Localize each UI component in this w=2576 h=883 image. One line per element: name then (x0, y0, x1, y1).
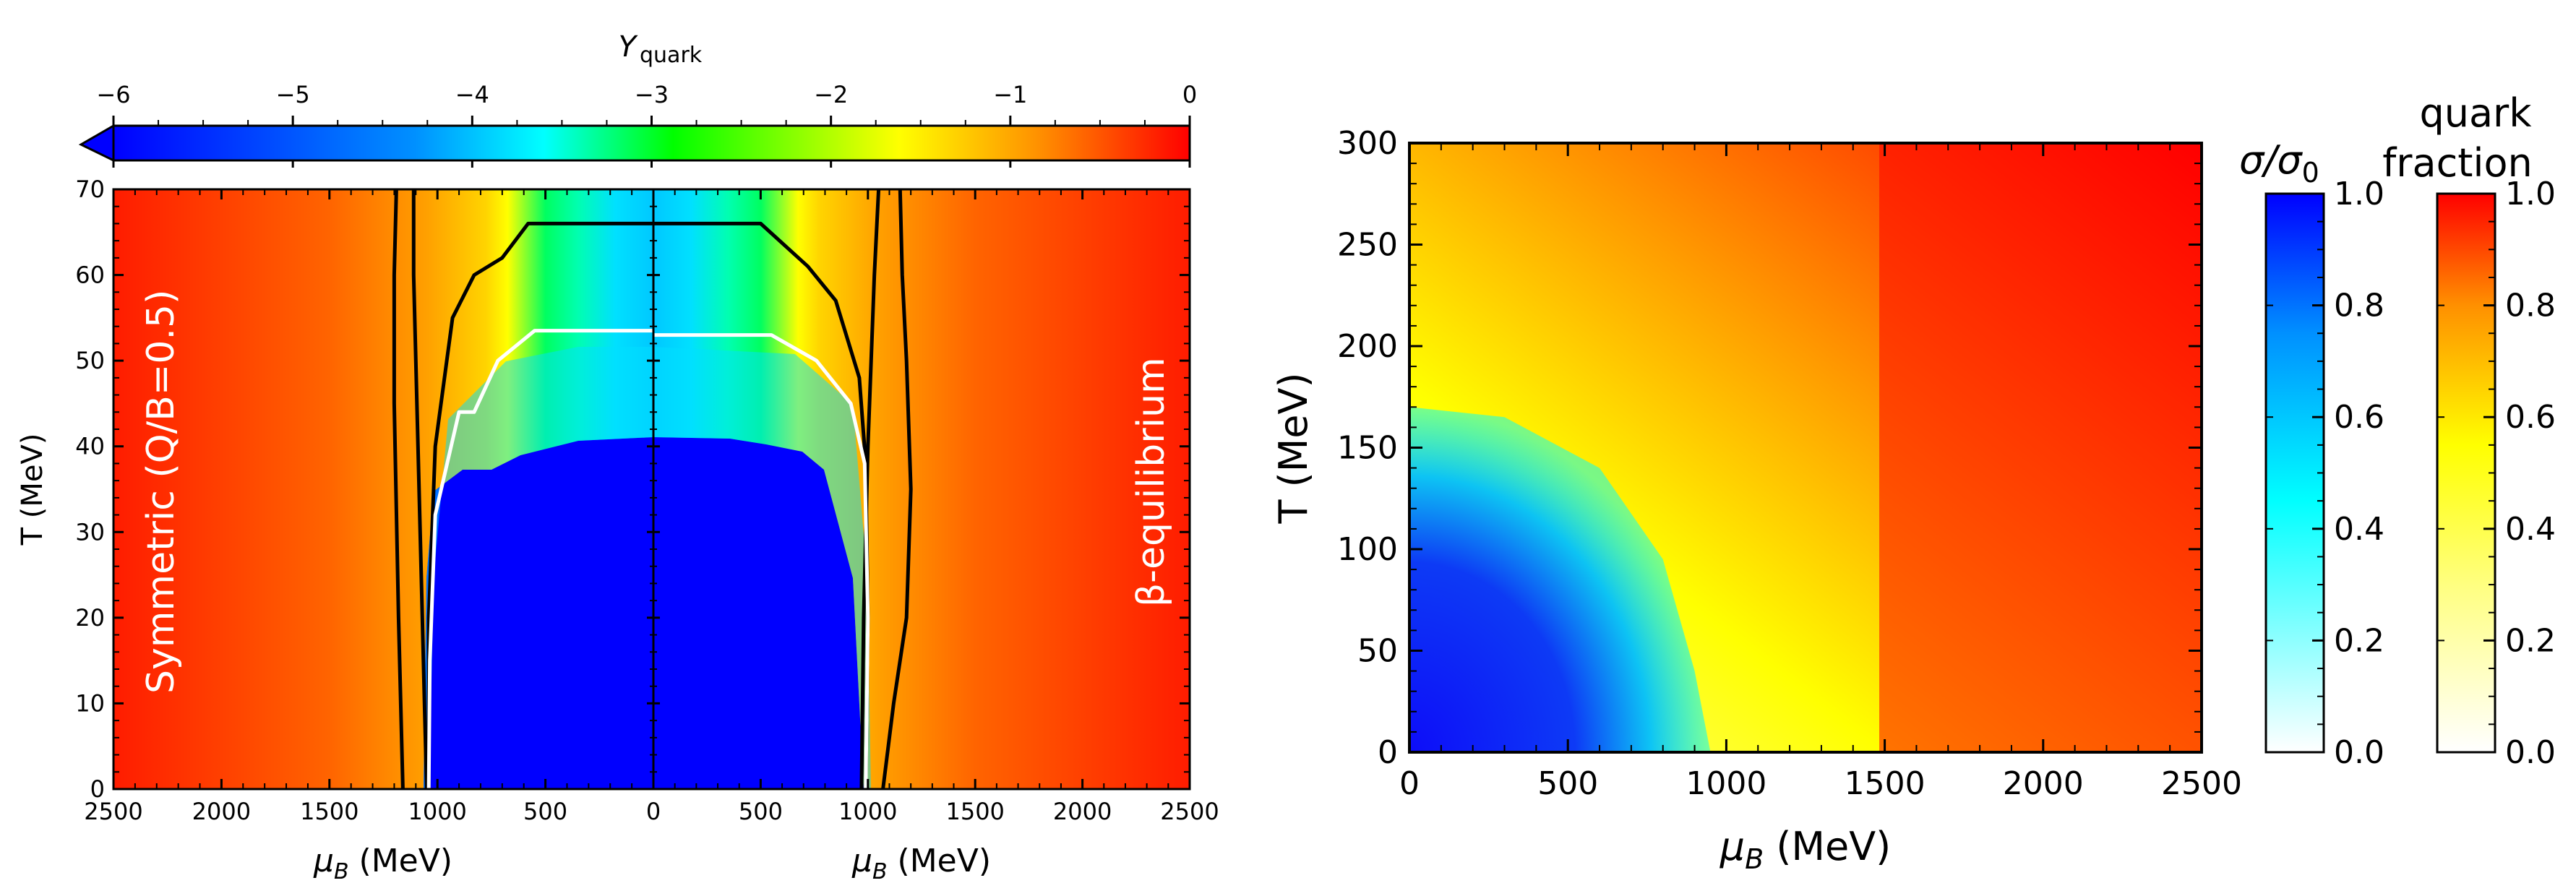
xtick-label: 2500 (84, 798, 142, 825)
quark-fraction-colorbar: quark fraction 0.0 0.2 0.4 0.6 0.8 1.0 (2382, 90, 2556, 771)
ytick-label: 30 (75, 518, 105, 546)
left-ylabel: T (MeV) (16, 434, 49, 546)
xtick-label: 1500 (945, 798, 1004, 825)
symmetric-subpanel: Symmetric (Q/B=0.5) (112, 188, 655, 791)
svg-text:μB (MeV): μB (MeV) (851, 843, 991, 883)
colorbar-tick-label: −5 (276, 81, 310, 108)
sigma-colorbar-label: σ/σ0 (2239, 137, 2319, 189)
chiral-condensate-region (1409, 407, 1711, 752)
beta-annotation: β-equilibrium (1130, 357, 1173, 607)
colorbar-tick-label: 1.0 (2334, 176, 2384, 212)
qf-colorbar-label-1: quark (2419, 90, 2532, 136)
contour-line-1 (411, 189, 429, 789)
sigma-colorbar-ticks: 0.0 0.2 0.4 0.6 0.8 1.0 (2266, 176, 2384, 771)
symmetric-annotation: Symmetric (Q/B=0.5) (139, 290, 183, 694)
xtick-label: 2500 (1160, 798, 1219, 825)
ytick-label: 200 (1337, 328, 1398, 365)
xtick-label: 2000 (192, 798, 251, 825)
beta-subpanel: β-equilibrium (652, 188, 1191, 791)
contour-line-1 (859, 189, 881, 789)
xtick-label: 500 (739, 798, 783, 825)
xtick-label: 1000 (838, 798, 897, 825)
colorbar-tick-label: 0.0 (2334, 734, 2384, 771)
left-axis-ticks: 0 10 20 30 40 50 60 70 2500 2000 1500 1000 500 0 500 10… (75, 176, 1219, 825)
yquark-colorbar-extension (78, 124, 115, 163)
left-panel: Y quark −6 −5 −4 −3 −2 −1 0 Symmetric (Q/B=0.5… (16, 30, 1219, 883)
xtick-label: 2000 (2003, 765, 2084, 802)
ytick-label: 50 (1357, 633, 1398, 670)
contour-line-3 (426, 329, 653, 789)
yquark-colorbar: Y quark −6 −5 −4 −3 −2 −1 0 (78, 30, 1197, 168)
colorbar-tick-label: −3 (635, 81, 669, 108)
ytick-label: 50 (75, 347, 105, 374)
right-panel: 0 500 1000 1500 2000 2500 0 50 100 150 200 250 300 T… (1271, 90, 2556, 875)
blue-core-symmetric (424, 437, 653, 789)
contour-line-0 (392, 189, 405, 789)
ytick-label: 250 (1337, 227, 1398, 264)
xtick-label: 0 (646, 798, 661, 825)
ytick-label: 0 (90, 775, 105, 803)
colorbar-tick-label: −1 (993, 81, 1027, 108)
colorbar-tick-label: 0.0 (2505, 734, 2556, 771)
ytick-label: 60 (75, 262, 105, 289)
colorbar-tick-label: 0.8 (2505, 288, 2556, 324)
ytick-label: 150 (1337, 430, 1398, 467)
svg-text:μB (MeV): μB (MeV) (1720, 824, 1892, 875)
right-ylabel: T (MeV) (1271, 372, 1316, 524)
blue-core-beta (653, 437, 864, 789)
colorbar-tick-label: 0.6 (2505, 399, 2556, 436)
left-xlabel-2: μB (MeV) (851, 843, 991, 883)
colorbar-tick-label: 0.2 (2505, 622, 2556, 659)
yquark-colorbar-label-sub: quark (640, 43, 703, 68)
ytick-label: 20 (75, 604, 105, 632)
xtick-label: 1000 (1686, 765, 1766, 802)
xtick-label: 1500 (300, 798, 359, 825)
contour-line-2 (426, 221, 653, 789)
qf-colorbar-label-2: fraction (2382, 140, 2532, 186)
xtick-label: 500 (1537, 765, 1598, 802)
ytick-label: 40 (75, 433, 105, 460)
colorbar-tick-label: 1.0 (2505, 176, 2556, 212)
svg-text:μB (MeV): μB (MeV) (313, 843, 452, 883)
colorbar-tick-label: 0.4 (2505, 511, 2556, 548)
colorbar-tick-label: −4 (455, 81, 489, 108)
colorbar-tick-label: 0.2 (2334, 622, 2384, 659)
xtick-label: 500 (523, 798, 567, 825)
right-xlabel: μB (MeV) (1720, 824, 1892, 875)
xtick-label: 1500 (1845, 765, 1925, 802)
ytick-label: 0 (1378, 734, 1398, 771)
colorbar-tick-label: 0.8 (2334, 288, 2384, 324)
yquark-colorbar-body (112, 124, 1191, 162)
left-xlabel-1: μB (MeV) (313, 843, 452, 883)
colorbar-tick-label: 0 (1182, 81, 1197, 108)
xtick-label: 2500 (2161, 765, 2242, 802)
ytick-label: 100 (1337, 531, 1398, 568)
sigma-colorbar: σ/σ0 0.0 0.2 0.4 0.6 0.8 1.0 (2239, 137, 2384, 771)
colorbar-tick-label: −6 (96, 81, 130, 108)
contour-line-3 (653, 333, 870, 789)
colorbar-tick-label: −2 (814, 81, 848, 108)
colorbar-tick-label: 0.6 (2334, 399, 2384, 436)
yquark-colorbar-ticks: −6 −5 −4 −3 −2 −1 0 (96, 81, 1197, 168)
contour-line-0 (881, 189, 913, 789)
colorbar-tick-label: 0.4 (2334, 511, 2384, 548)
yquark-colorbar-label: Y (619, 30, 639, 64)
xtick-label: 0 (1399, 765, 1420, 802)
qf-colorbar-ticks: 0.0 0.2 0.4 0.6 0.8 1.0 (2437, 176, 2556, 771)
xtick-label: 1000 (408, 798, 466, 825)
xtick-label: 2000 (1053, 798, 1112, 825)
ytick-label: 70 (75, 176, 105, 203)
right-axis-ticks: 0 500 1000 1500 2000 2500 0 50 100 150 200 250 300 (1337, 125, 2242, 802)
ytick-label: 300 (1337, 125, 1398, 162)
ytick-label: 10 (75, 689, 105, 717)
